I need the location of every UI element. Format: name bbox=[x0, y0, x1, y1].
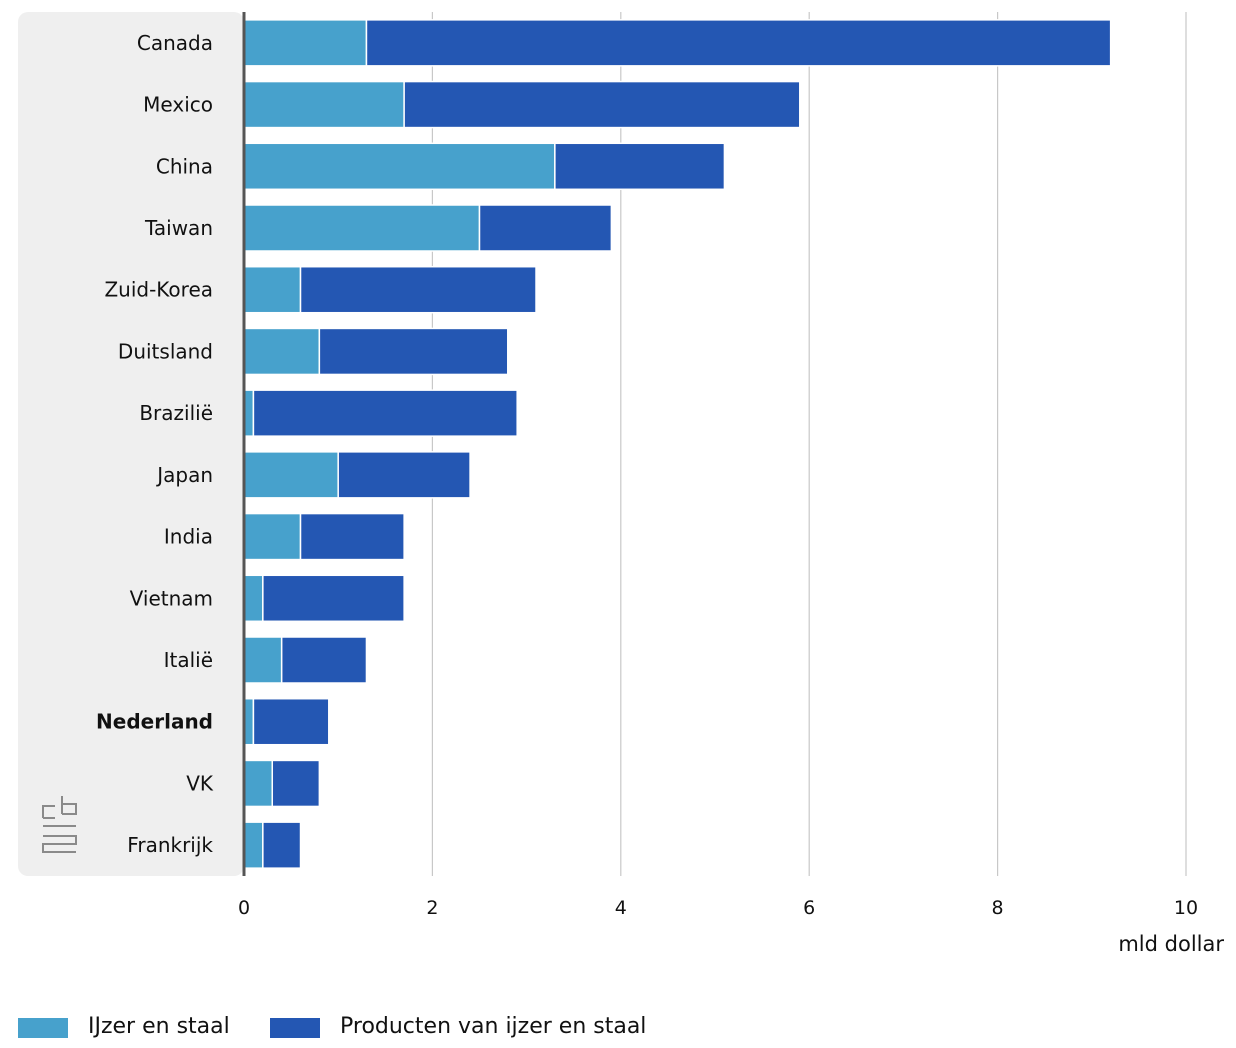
x-tick-label-10: 10 bbox=[1174, 897, 1198, 919]
bar-italie-ijzer-en-staal bbox=[243, 636, 283, 684]
bar-mexico-producten-van-ijzer-en-staal bbox=[403, 80, 801, 129]
category-label-taiwan: Taiwan bbox=[144, 216, 213, 240]
bar-canada-producten-van-ijzer-en-staal bbox=[365, 19, 1112, 67]
category-label-frankrijk: Frankrijk bbox=[127, 833, 213, 857]
legend-swatch-ijzer-en-staal bbox=[18, 1018, 68, 1038]
category-label-mexico: Mexico bbox=[143, 93, 213, 117]
category-label-japan: Japan bbox=[155, 463, 213, 487]
bar-taiwan-ijzer-en-staal bbox=[243, 204, 481, 252]
bar-frankrijk-ijzer-en-staal bbox=[243, 821, 264, 869]
bar-italie-producten-van-ijzer-en-staal bbox=[280, 636, 368, 684]
x-tick-label-0: 0 bbox=[238, 897, 250, 919]
bar-india-producten-van-ijzer-en-staal bbox=[299, 512, 405, 561]
legend: IJzer en staal Producten van ijzer en st… bbox=[18, 1014, 646, 1039]
bar-china-producten-van-ijzer-en-staal bbox=[554, 142, 726, 191]
bar-india-ijzer-en-staal bbox=[243, 512, 302, 561]
bar-japan-ijzer-en-staal bbox=[243, 451, 339, 499]
x-tick-labels: 0 2 4 6 8 10 bbox=[238, 897, 1198, 919]
cbs-logo-icon bbox=[42, 796, 77, 853]
category-labels: Canada Mexico China Taiwan Zuid-Korea Duitsla… bbox=[96, 31, 214, 857]
bar-vk-producten-van-ijzer-en-staal bbox=[271, 759, 321, 808]
bar-zuid-korea-ijzer-en-staal bbox=[243, 265, 302, 314]
category-label-panel bbox=[18, 12, 244, 876]
category-label-vietnam: Vietnam bbox=[130, 586, 213, 610]
x-tick-label-2: 2 bbox=[426, 897, 438, 919]
grid-lines bbox=[431, 12, 1187, 876]
bar-vietnam-producten-van-ijzer-en-staal bbox=[262, 574, 405, 623]
bar-brazilie-producten-van-ijzer-en-staal bbox=[252, 389, 518, 437]
bar-japan-producten-van-ijzer-en-staal bbox=[337, 451, 471, 499]
legend-label-ijzer-en-staal: IJzer en staal bbox=[88, 1014, 230, 1039]
x-axis-unit-label: mld dollar bbox=[1118, 932, 1224, 956]
bars bbox=[243, 19, 1112, 869]
category-label-zuid-korea: Zuid-Korea bbox=[104, 278, 213, 302]
bar-nederland-producten-van-ijzer-en-staal bbox=[252, 697, 330, 746]
category-label-nederland: Nederland bbox=[96, 710, 213, 734]
legend-swatch-producten bbox=[270, 1018, 320, 1038]
x-tick-label-4: 4 bbox=[615, 897, 627, 919]
bar-canada-ijzer-en-staal bbox=[243, 19, 368, 67]
bar-taiwan-producten-van-ijzer-en-staal bbox=[478, 204, 613, 252]
category-label-italie: Italië bbox=[164, 648, 213, 672]
bar-mexico-ijzer-en-staal bbox=[243, 80, 405, 129]
x-tick-label-6: 6 bbox=[803, 897, 815, 919]
bar-zuid-korea-producten-van-ijzer-en-staal bbox=[299, 265, 537, 314]
category-label-india: India bbox=[164, 525, 213, 549]
x-tick-label-8: 8 bbox=[992, 897, 1004, 919]
category-label-vk: VK bbox=[186, 771, 214, 795]
category-label-duitsland: Duitsland bbox=[118, 339, 213, 363]
category-label-china: China bbox=[156, 154, 213, 178]
bar-duitsland-ijzer-en-staal bbox=[243, 327, 321, 376]
bar-duitsland-producten-van-ijzer-en-staal bbox=[318, 327, 509, 376]
category-label-brazilie: Brazilië bbox=[139, 401, 213, 425]
bar-china-ijzer-en-staal bbox=[243, 142, 556, 191]
bar-vietnam-ijzer-en-staal bbox=[243, 574, 264, 623]
bar-frankrijk-producten-van-ijzer-en-staal bbox=[262, 821, 302, 869]
legend-label-producten: Producten van ijzer en staal bbox=[340, 1014, 646, 1039]
category-label-canada: Canada bbox=[137, 31, 213, 55]
bar-vk-ijzer-en-staal bbox=[243, 759, 274, 808]
